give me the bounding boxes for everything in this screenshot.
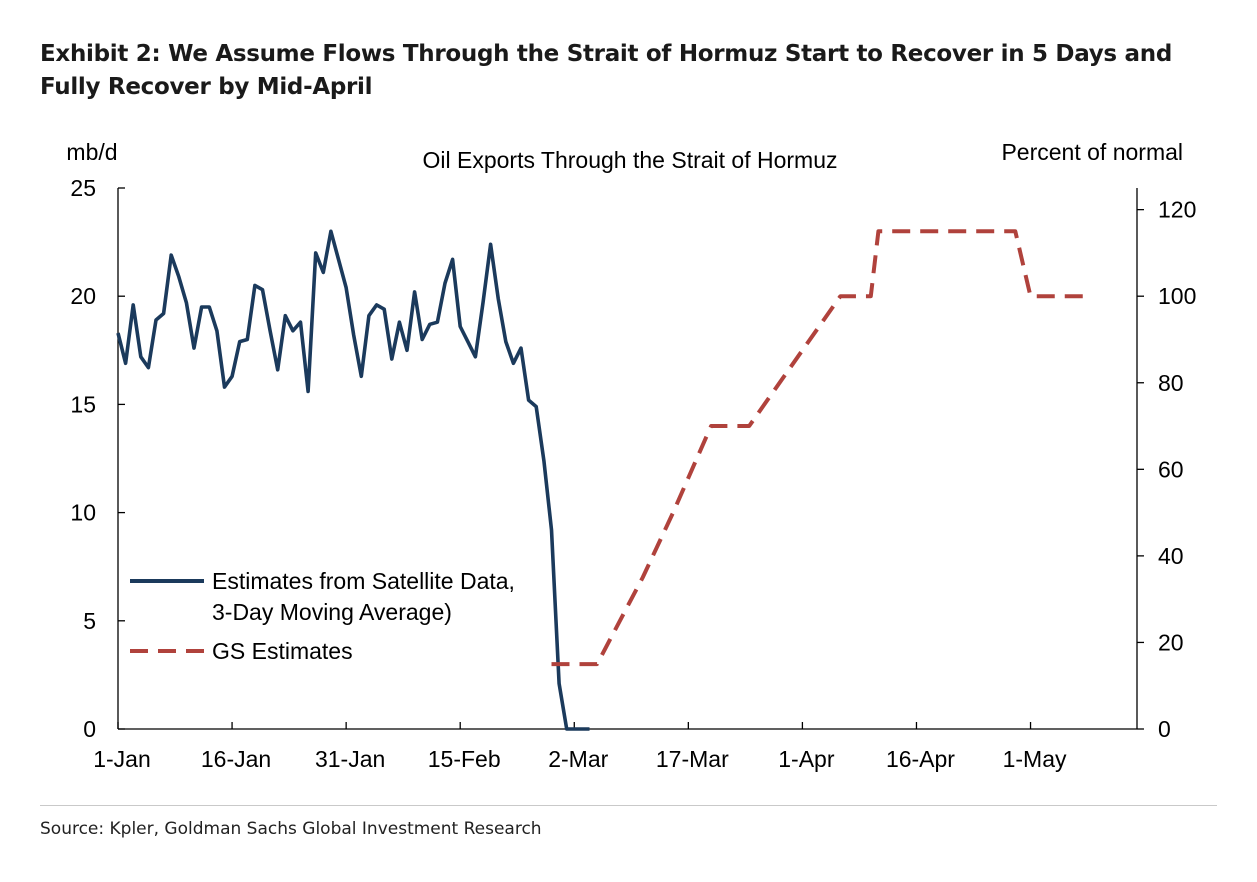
- y-right-tick-label: 80: [1158, 370, 1184, 396]
- series-lines: [116, 229, 1092, 731]
- y-right-tick-label: 0: [1158, 716, 1171, 742]
- y-right-tick-label: 120: [1158, 197, 1196, 223]
- x-tick-label: 1-May: [1003, 746, 1067, 772]
- y-left-tick-label: 20: [70, 283, 96, 309]
- x-tick-label: 2-Mar: [548, 746, 608, 772]
- legend-label-satellite-line2: 3-Day Moving Average): [212, 599, 452, 625]
- satellite-estimates-line: [116, 229, 590, 731]
- y-left-tick-label: 25: [70, 175, 96, 201]
- gs-estimates-line: [551, 229, 1092, 667]
- y-right-tick-label: 100: [1158, 283, 1196, 309]
- legend: Estimates from Satellite Data, 3-Day Movi…: [130, 568, 515, 664]
- legend-label-gs: GS Estimates: [212, 638, 353, 664]
- legend-label-satellite-line1: Estimates from Satellite Data,: [212, 568, 515, 594]
- x-tick-label: 31-Jan: [315, 746, 385, 772]
- y-right-tick-label: 40: [1158, 543, 1184, 569]
- x-tick-label: 1-Apr: [778, 746, 835, 772]
- y-left-tick-label: 10: [70, 500, 96, 526]
- y-right-axis-label: Percent of normal: [1001, 139, 1183, 165]
- x-tick-label: 1-Jan: [93, 746, 151, 772]
- chart: Oil Exports Through the Strait of Hormuz…: [66, 139, 1196, 772]
- source-divider: [40, 805, 1217, 806]
- x-tick-label: 17-Mar: [656, 746, 729, 772]
- chart-title: Oil Exports Through the Strait of Hormuz: [422, 147, 837, 173]
- axes: 0 5 10 15 20 25 0 20 40 60 80 100 120 1-Jan 16-Jan 31-J…: [70, 175, 1196, 772]
- y-right-tick-label: 60: [1158, 456, 1184, 482]
- y-left-tick-label: 15: [70, 391, 96, 417]
- y-left-axis-label: mb/d: [66, 139, 117, 165]
- y-left-tick-label: 5: [83, 608, 96, 634]
- x-tick-label: 15-Feb: [428, 746, 501, 772]
- y-right-tick-label: 20: [1158, 629, 1184, 655]
- x-tick-label: 16-Jan: [201, 746, 271, 772]
- y-left-tick-label: 0: [83, 716, 96, 742]
- source-note: Source: Kpler, Goldman Sachs Global Inve…: [40, 819, 542, 839]
- exhibit-title: Exhibit 2: We Assume Flows Through the S…: [40, 41, 1172, 100]
- x-tick-label: 16-Apr: [886, 746, 955, 772]
